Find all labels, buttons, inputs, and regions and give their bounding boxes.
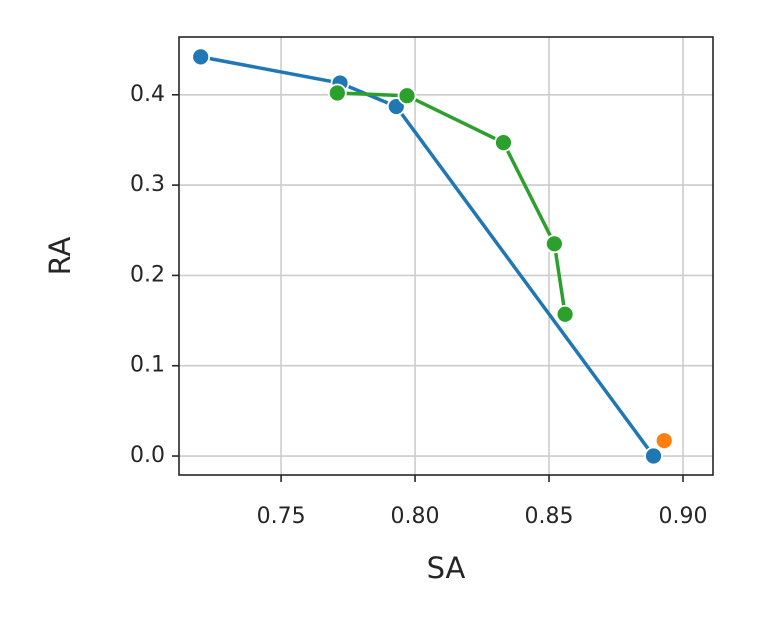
marker bbox=[654, 431, 674, 451]
marker bbox=[191, 47, 211, 67]
series-line bbox=[200, 55, 655, 458]
x-axis-label: SA bbox=[427, 551, 466, 585]
marker bbox=[327, 83, 347, 103]
y-tick-label: 0.1 bbox=[130, 353, 165, 378]
marker bbox=[555, 304, 575, 324]
marker bbox=[494, 133, 513, 153]
x-tick-label: 0.85 bbox=[525, 504, 574, 529]
x-tick-label: 0.80 bbox=[391, 504, 440, 529]
x-tick-label: 0.90 bbox=[658, 504, 707, 529]
y-tick-label: 0.2 bbox=[130, 262, 165, 287]
marker bbox=[544, 234, 564, 254]
marker bbox=[397, 86, 417, 106]
plot-frame bbox=[178, 36, 714, 476]
x-tick-label: 0.75 bbox=[257, 504, 306, 529]
y-tick-label: 0.3 bbox=[130, 172, 165, 197]
y-axis-label: RA bbox=[43, 236, 77, 275]
marker bbox=[644, 446, 663, 466]
y-tick-label: 0.0 bbox=[130, 443, 165, 468]
y-tick-label: 0.4 bbox=[130, 82, 165, 107]
series-line bbox=[337, 91, 567, 315]
